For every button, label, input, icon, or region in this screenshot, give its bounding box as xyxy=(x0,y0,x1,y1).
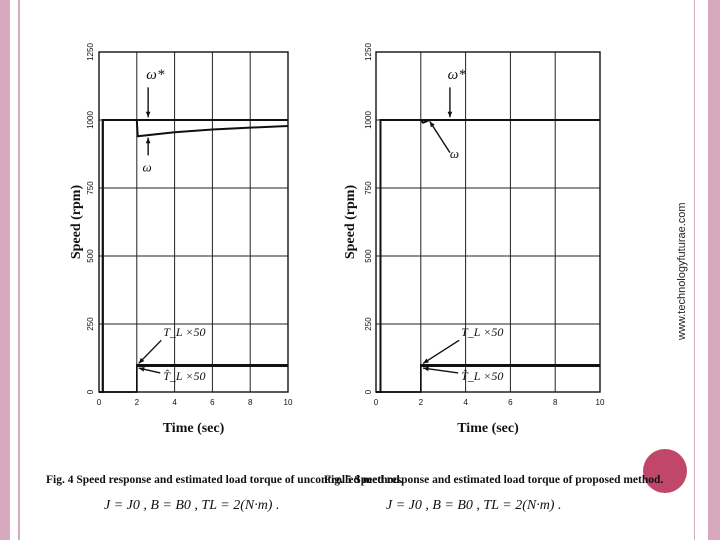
x-axis-label: Time (sec) xyxy=(457,421,519,436)
load-torque-arrow xyxy=(422,339,460,365)
x-tick-label: 10 xyxy=(284,398,293,407)
y-tick-label: 0 xyxy=(86,389,95,394)
series-line-3 xyxy=(376,365,600,393)
x-tick-label: 8 xyxy=(248,398,253,407)
accent-circle xyxy=(643,449,687,493)
y-tick-label: 500 xyxy=(86,249,95,263)
right-decor-bar xyxy=(708,0,720,540)
y-tick-label: 1000 xyxy=(364,111,373,129)
y-tick-label: 1000 xyxy=(86,111,95,129)
figure-5-caption: Fig. 5 Speed response and estimated load… xyxy=(324,474,664,486)
omega-arrow xyxy=(429,120,451,154)
omega-ref-label: ω* xyxy=(146,67,165,83)
plot-frame xyxy=(375,51,601,393)
omega-ref-label: ω* xyxy=(448,67,467,83)
y-tick-label: 250 xyxy=(86,317,95,331)
omega-ref-arrow-head xyxy=(447,111,453,118)
omega-arrow-head xyxy=(429,121,435,128)
y-tick-label: 1250 xyxy=(86,43,95,61)
x-tick-label: 0 xyxy=(374,398,379,407)
load-torque-arrow-head xyxy=(423,358,429,364)
omega-arrow-head xyxy=(145,137,151,144)
estimated-torque-label: T̂_L ×50 xyxy=(163,369,205,383)
estimated-torque-arrow xyxy=(422,367,459,374)
load-torque-label: T_L ×50 xyxy=(461,325,503,339)
x-tick-label: 2 xyxy=(135,398,140,407)
right-decor-line xyxy=(694,0,695,540)
y-axis-label: Speed (rpm) xyxy=(69,185,84,260)
omega-ref-arrow-head xyxy=(145,111,151,118)
y-tick-label: 750 xyxy=(364,181,373,195)
figure-5-formula: J = J0 , B = B0 , TL = 2(N·m) . xyxy=(386,498,562,513)
y-tick-label: 250 xyxy=(364,317,373,331)
figure-4-formula: J = J0 , B = B0 , TL = 2(N·m) . xyxy=(104,498,280,513)
y-tick-label: 500 xyxy=(364,249,373,263)
plot-frame xyxy=(98,51,289,393)
x-tick-label: 8 xyxy=(553,398,558,407)
load-torque-arrow-head xyxy=(138,357,145,364)
estimated-torque-arrow-head xyxy=(423,366,429,372)
x-tick-label: 6 xyxy=(210,398,215,407)
left-decor-line xyxy=(18,0,20,540)
left-decor-bar xyxy=(0,0,10,540)
omega-label: ω xyxy=(142,160,151,175)
estimated-torque-label: T̂_L ×50 xyxy=(461,369,503,383)
omega-label: ω xyxy=(450,146,459,161)
load-torque-label: T_L ×50 xyxy=(163,325,205,339)
estimated-torque-arrow-head xyxy=(138,367,145,372)
series-line-3 xyxy=(99,365,288,393)
y-tick-label: 750 xyxy=(86,181,95,195)
y-axis-label: Speed (rpm) xyxy=(343,185,358,260)
x-tick-label: 2 xyxy=(419,398,424,407)
x-tick-label: 4 xyxy=(172,398,177,407)
y-tick-label: 0 xyxy=(364,389,373,394)
x-axis-label: Time (sec) xyxy=(163,421,225,436)
x-tick-label: 10 xyxy=(596,398,605,407)
y-tick-label: 1250 xyxy=(364,43,373,61)
x-tick-label: 6 xyxy=(508,398,513,407)
figure-4-caption: Fig. 4 Speed response and estimated load… xyxy=(46,474,403,486)
x-tick-label: 4 xyxy=(463,398,468,407)
series-line-1 xyxy=(99,119,289,393)
x-tick-label: 0 xyxy=(97,398,102,407)
